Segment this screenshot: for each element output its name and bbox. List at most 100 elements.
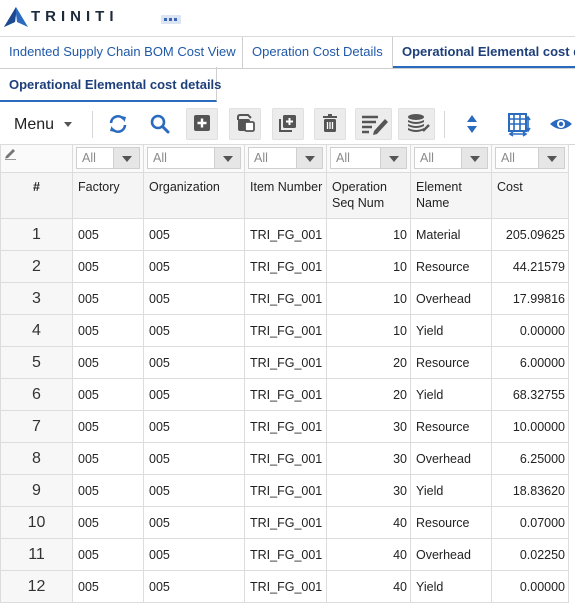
cell-factory[interactable]: 005 xyxy=(72,506,144,539)
row-index[interactable]: 11 xyxy=(0,538,73,571)
cell-organization[interactable]: 005 xyxy=(143,282,245,315)
cell-factory[interactable]: 005 xyxy=(72,314,144,347)
cell-factory[interactable]: 005 xyxy=(72,570,144,603)
table-row[interactable]: 1 005 005 TRI_FG_001 10 Material 205.09625 xyxy=(0,218,569,251)
table-row[interactable]: 8 005 005 TRI_FG_001 30 Overhead 6.25000 xyxy=(0,442,569,475)
cell-organization[interactable]: 005 xyxy=(143,218,245,251)
cell-organization[interactable]: 005 xyxy=(143,474,245,507)
cell-organization[interactable]: 005 xyxy=(143,538,245,571)
column-header-item-number[interactable]: Item Number xyxy=(244,172,327,219)
cell-factory[interactable]: 005 xyxy=(72,346,144,379)
cell-cost[interactable]: 0.07000 xyxy=(491,506,569,539)
cell-operation-seq-num[interactable]: 10 xyxy=(326,250,411,283)
row-index[interactable]: 5 xyxy=(0,346,73,379)
column-settings-button[interactable] xyxy=(503,108,535,140)
filter-organization[interactable]: All xyxy=(143,144,245,173)
tab-operational-elemental-cost-details[interactable]: Operational Elemental cost details xyxy=(393,37,575,68)
cell-organization[interactable]: 005 xyxy=(143,346,245,379)
cell-cost[interactable]: 6.00000 xyxy=(491,346,569,379)
table-row[interactable]: 7 005 005 TRI_FG_001 30 Resource 10.00000 xyxy=(0,410,569,443)
table-row[interactable]: 9 005 005 TRI_FG_001 30 Yield 18.83620 xyxy=(0,474,569,507)
cell-cost[interactable]: 0.00000 xyxy=(491,314,569,347)
refresh-button[interactable] xyxy=(102,108,134,140)
cell-cost[interactable]: 44.21579 xyxy=(491,250,569,283)
cell-organization[interactable]: 005 xyxy=(143,250,245,283)
delete-button[interactable] xyxy=(314,108,346,140)
column-header-index[interactable]: # xyxy=(0,172,73,219)
search-button[interactable] xyxy=(144,108,176,140)
chevron-down-icon[interactable] xyxy=(538,148,564,168)
cell-cost[interactable]: 6.25000 xyxy=(491,442,569,475)
cell-item-number[interactable]: TRI_FG_001 xyxy=(244,442,327,475)
cell-organization[interactable]: 005 xyxy=(143,506,245,539)
chevron-down-icon[interactable] xyxy=(113,148,139,168)
filter-factory[interactable]: All xyxy=(72,144,144,173)
row-index[interactable]: 8 xyxy=(0,442,73,475)
row-index[interactable]: 12 xyxy=(0,570,73,603)
cell-element-name[interactable]: Yield xyxy=(410,314,492,347)
cell-element-name[interactable]: Resource xyxy=(410,506,492,539)
row-index[interactable]: 9 xyxy=(0,474,73,507)
cell-element-name[interactable]: Yield xyxy=(410,570,492,603)
cell-factory[interactable]: 005 xyxy=(72,378,144,411)
cell-factory[interactable]: 005 xyxy=(72,218,144,251)
cell-operation-seq-num[interactable]: 30 xyxy=(326,410,411,443)
chevron-down-icon[interactable] xyxy=(461,148,487,168)
cell-item-number[interactable]: TRI_FG_001 xyxy=(244,410,327,443)
cell-cost[interactable]: 0.00000 xyxy=(491,570,569,603)
cell-operation-seq-num[interactable]: 40 xyxy=(326,538,411,571)
cell-element-name[interactable]: Resource xyxy=(410,410,492,443)
chevron-down-icon[interactable] xyxy=(380,148,406,168)
cell-item-number[interactable]: TRI_FG_001 xyxy=(244,218,327,251)
app-switcher-icon[interactable] xyxy=(161,15,181,24)
chevron-down-icon[interactable] xyxy=(214,148,240,168)
row-index[interactable]: 7 xyxy=(0,410,73,443)
row-index[interactable]: 1 xyxy=(0,218,73,251)
subtab-operational-elemental-cost-details[interactable]: Operational Elemental cost details xyxy=(0,67,221,102)
cell-cost[interactable]: 18.83620 xyxy=(491,474,569,507)
cell-cost[interactable]: 205.09625 xyxy=(491,218,569,251)
cell-operation-seq-num[interactable]: 30 xyxy=(326,474,411,507)
cell-organization[interactable]: 005 xyxy=(143,570,245,603)
filter-cost[interactable]: All xyxy=(491,144,569,173)
cell-cost[interactable]: 0.02250 xyxy=(491,538,569,571)
cell-item-number[interactable]: TRI_FG_001 xyxy=(244,474,327,507)
column-header-element-name[interactable]: Element Name xyxy=(410,172,492,219)
add-row-button[interactable] xyxy=(272,108,304,140)
sort-button[interactable] xyxy=(456,108,488,140)
cell-operation-seq-num[interactable]: 10 xyxy=(326,218,411,251)
cell-item-number[interactable]: TRI_FG_001 xyxy=(244,538,327,571)
bulk-edit-button[interactable] xyxy=(355,108,392,140)
cell-organization[interactable]: 005 xyxy=(143,442,245,475)
tab-operation-cost-details[interactable]: Operation Cost Details xyxy=(243,37,393,68)
column-header-operation-seq-num[interactable]: Operation Seq Num xyxy=(326,172,411,219)
cell-element-name[interactable]: Yield xyxy=(410,474,492,507)
cell-factory[interactable]: 005 xyxy=(72,442,144,475)
cell-organization[interactable]: 005 xyxy=(143,410,245,443)
row-index[interactable]: 10 xyxy=(0,506,73,539)
row-index[interactable]: 3 xyxy=(0,282,73,315)
cell-element-name[interactable]: Overhead xyxy=(410,538,492,571)
cell-item-number[interactable]: TRI_FG_001 xyxy=(244,314,327,347)
cell-item-number[interactable]: TRI_FG_001 xyxy=(244,282,327,315)
table-row[interactable]: 3 005 005 TRI_FG_001 10 Overhead 17.99816 xyxy=(0,282,569,315)
row-index[interactable]: 6 xyxy=(0,378,73,411)
database-button[interactable] xyxy=(398,108,435,140)
table-row[interactable]: 6 005 005 TRI_FG_001 20 Yield 68.32755 xyxy=(0,378,569,411)
table-row[interactable]: 12 005 005 TRI_FG_001 40 Yield 0.00000 xyxy=(0,570,569,603)
cell-factory[interactable]: 005 xyxy=(72,538,144,571)
cell-element-name[interactable]: Resource xyxy=(410,250,492,283)
cell-factory[interactable]: 005 xyxy=(72,474,144,507)
table-row[interactable]: 2 005 005 TRI_FG_001 10 Resource 44.21579 xyxy=(0,250,569,283)
filter-item-number[interactable]: All xyxy=(244,144,327,173)
cell-element-name[interactable]: Yield xyxy=(410,378,492,411)
column-header-cost[interactable]: Cost xyxy=(491,172,569,219)
cell-cost[interactable]: 17.99816 xyxy=(491,282,569,315)
cell-factory[interactable]: 005 xyxy=(72,250,144,283)
cell-operation-seq-num[interactable]: 10 xyxy=(326,314,411,347)
column-header-factory[interactable]: Factory xyxy=(72,172,144,219)
cell-operation-seq-num[interactable]: 20 xyxy=(326,346,411,379)
cell-factory[interactable]: 005 xyxy=(72,282,144,315)
chevron-down-icon[interactable] xyxy=(64,122,72,127)
table-row[interactable]: 11 005 005 TRI_FG_001 40 Overhead 0.02250 xyxy=(0,538,569,571)
